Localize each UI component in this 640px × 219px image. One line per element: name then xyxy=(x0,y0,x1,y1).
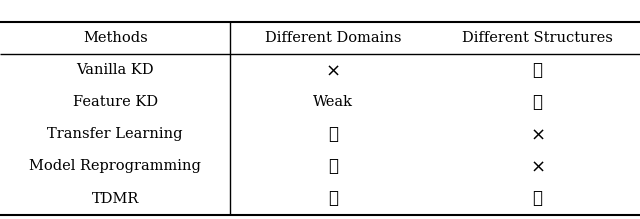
Text: ✓: ✓ xyxy=(328,190,338,207)
Text: $\times$: $\times$ xyxy=(531,157,545,175)
Text: ✓: ✓ xyxy=(328,126,338,143)
Text: TDMR: TDMR xyxy=(92,192,139,206)
Text: Feature KD: Feature KD xyxy=(72,95,158,109)
Text: Weak: Weak xyxy=(313,95,353,109)
Text: Different Structures: Different Structures xyxy=(462,31,613,45)
Text: Transfer Learning: Transfer Learning xyxy=(47,127,183,141)
Text: Model Reprogramming: Model Reprogramming xyxy=(29,159,201,173)
Text: ✓: ✓ xyxy=(532,190,543,207)
Text: Vanilla KD: Vanilla KD xyxy=(76,63,154,77)
Text: Methods: Methods xyxy=(83,31,148,45)
Text: $\times$: $\times$ xyxy=(326,61,340,79)
Text: ✓: ✓ xyxy=(328,158,338,175)
Text: $\times$: $\times$ xyxy=(531,125,545,143)
Text: ✓: ✓ xyxy=(532,62,543,79)
Text: ✓: ✓ xyxy=(532,94,543,111)
Text: Different Domains: Different Domains xyxy=(264,31,401,45)
